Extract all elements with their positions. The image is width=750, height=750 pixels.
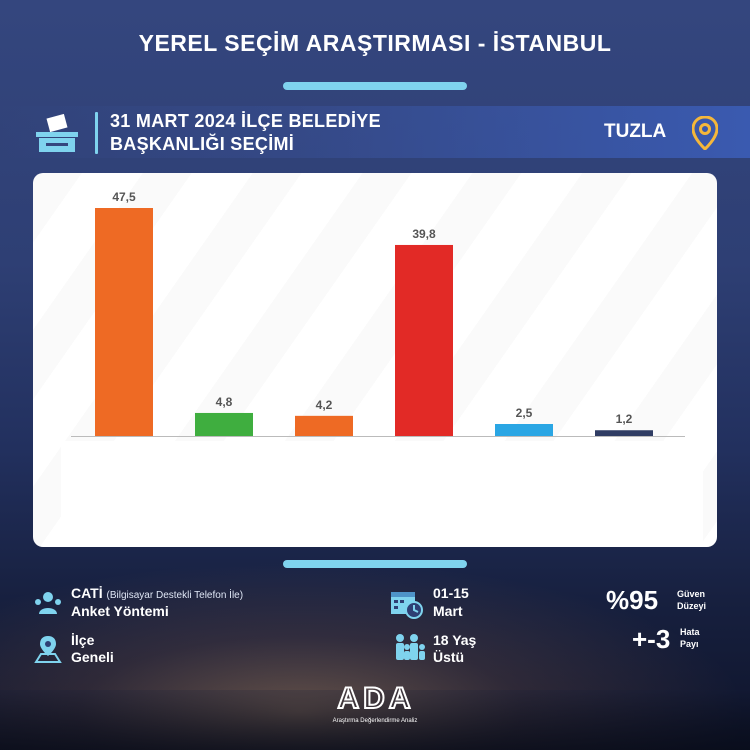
date-line-1: 01-15 <box>433 585 469 601</box>
calendar-clock-icon <box>391 592 423 619</box>
family-icon <box>396 634 425 660</box>
bar-1 <box>95 208 153 436</box>
ballot-box-icon <box>36 114 78 152</box>
bar-2 <box>195 412 253 436</box>
method-label: Anket Yöntemi <box>71 603 169 619</box>
bar-5 <box>495 424 553 436</box>
bar-value-label-4: 39,8 <box>412 227 436 241</box>
bar-4 <box>395 244 453 436</box>
bar-value-label-6: 1,2 <box>616 412 633 426</box>
method-note: (Bilgisayar Destekli Telefon İle) <box>106 590 244 601</box>
bar-value-label-2: 4,8 <box>216 395 233 409</box>
category-label-area <box>61 441 703 547</box>
ada-logo: ADA <box>337 682 415 712</box>
method-title: CATİ <box>71 585 103 601</box>
logo-text: ADA <box>338 682 415 712</box>
main-title: YEREL SEÇİM ARAŞTIRMASI - İSTANBUL <box>138 30 612 56</box>
bar-6 <box>595 430 653 436</box>
subtitle-divider <box>95 112 98 154</box>
bar-3 <box>295 415 353 436</box>
subtitle-band <box>0 106 750 158</box>
chart-card: 47,5 4,8 4,2 39,8 2,5 1,2 <box>33 173 717 547</box>
water-background <box>0 690 750 750</box>
scope-line-1: İlçe <box>71 632 95 648</box>
bar-value-label-3: 4,2 <box>316 398 333 412</box>
logo-subtitle: Araştırma Değerlendirme Analiz <box>332 718 418 724</box>
confidence-value: %95 <box>606 585 659 615</box>
age-line-1: 18 Yaş <box>433 632 477 648</box>
subtitle-line-2: BAŞKANLIĞI SEÇİMİ <box>110 134 295 154</box>
confidence-label-2: Düzeyi <box>677 601 707 611</box>
footer-divider <box>283 560 467 568</box>
people-icon <box>35 592 61 614</box>
date-line-2: Mart <box>433 603 463 619</box>
margin-label-1: Hata <box>680 627 700 637</box>
confidence-label-1: Güven <box>677 589 706 599</box>
bar-chart: 47,5 4,8 4,2 39,8 2,5 1,2 <box>61 190 703 547</box>
method-title-row: CATİ (Bilgisayar Destekli Telefon İle) <box>71 585 243 604</box>
location-pin-icon <box>692 116 718 150</box>
scope-line-2: Geneli <box>71 649 114 665</box>
subtitle-line-1: 31 MART 2024 İLÇE BELEDİYE <box>110 111 381 131</box>
age-line-2: Üstü <box>433 649 465 665</box>
bar-value-label-1: 47,5 <box>112 190 136 204</box>
bar-value-label-5: 2,5 <box>516 406 533 420</box>
margin-value: +-3 <box>632 624 671 654</box>
title-underline <box>283 82 467 90</box>
district-name: TUZLA <box>604 121 667 142</box>
margin-label-2: Payı <box>680 639 699 649</box>
map-icon <box>34 636 62 663</box>
